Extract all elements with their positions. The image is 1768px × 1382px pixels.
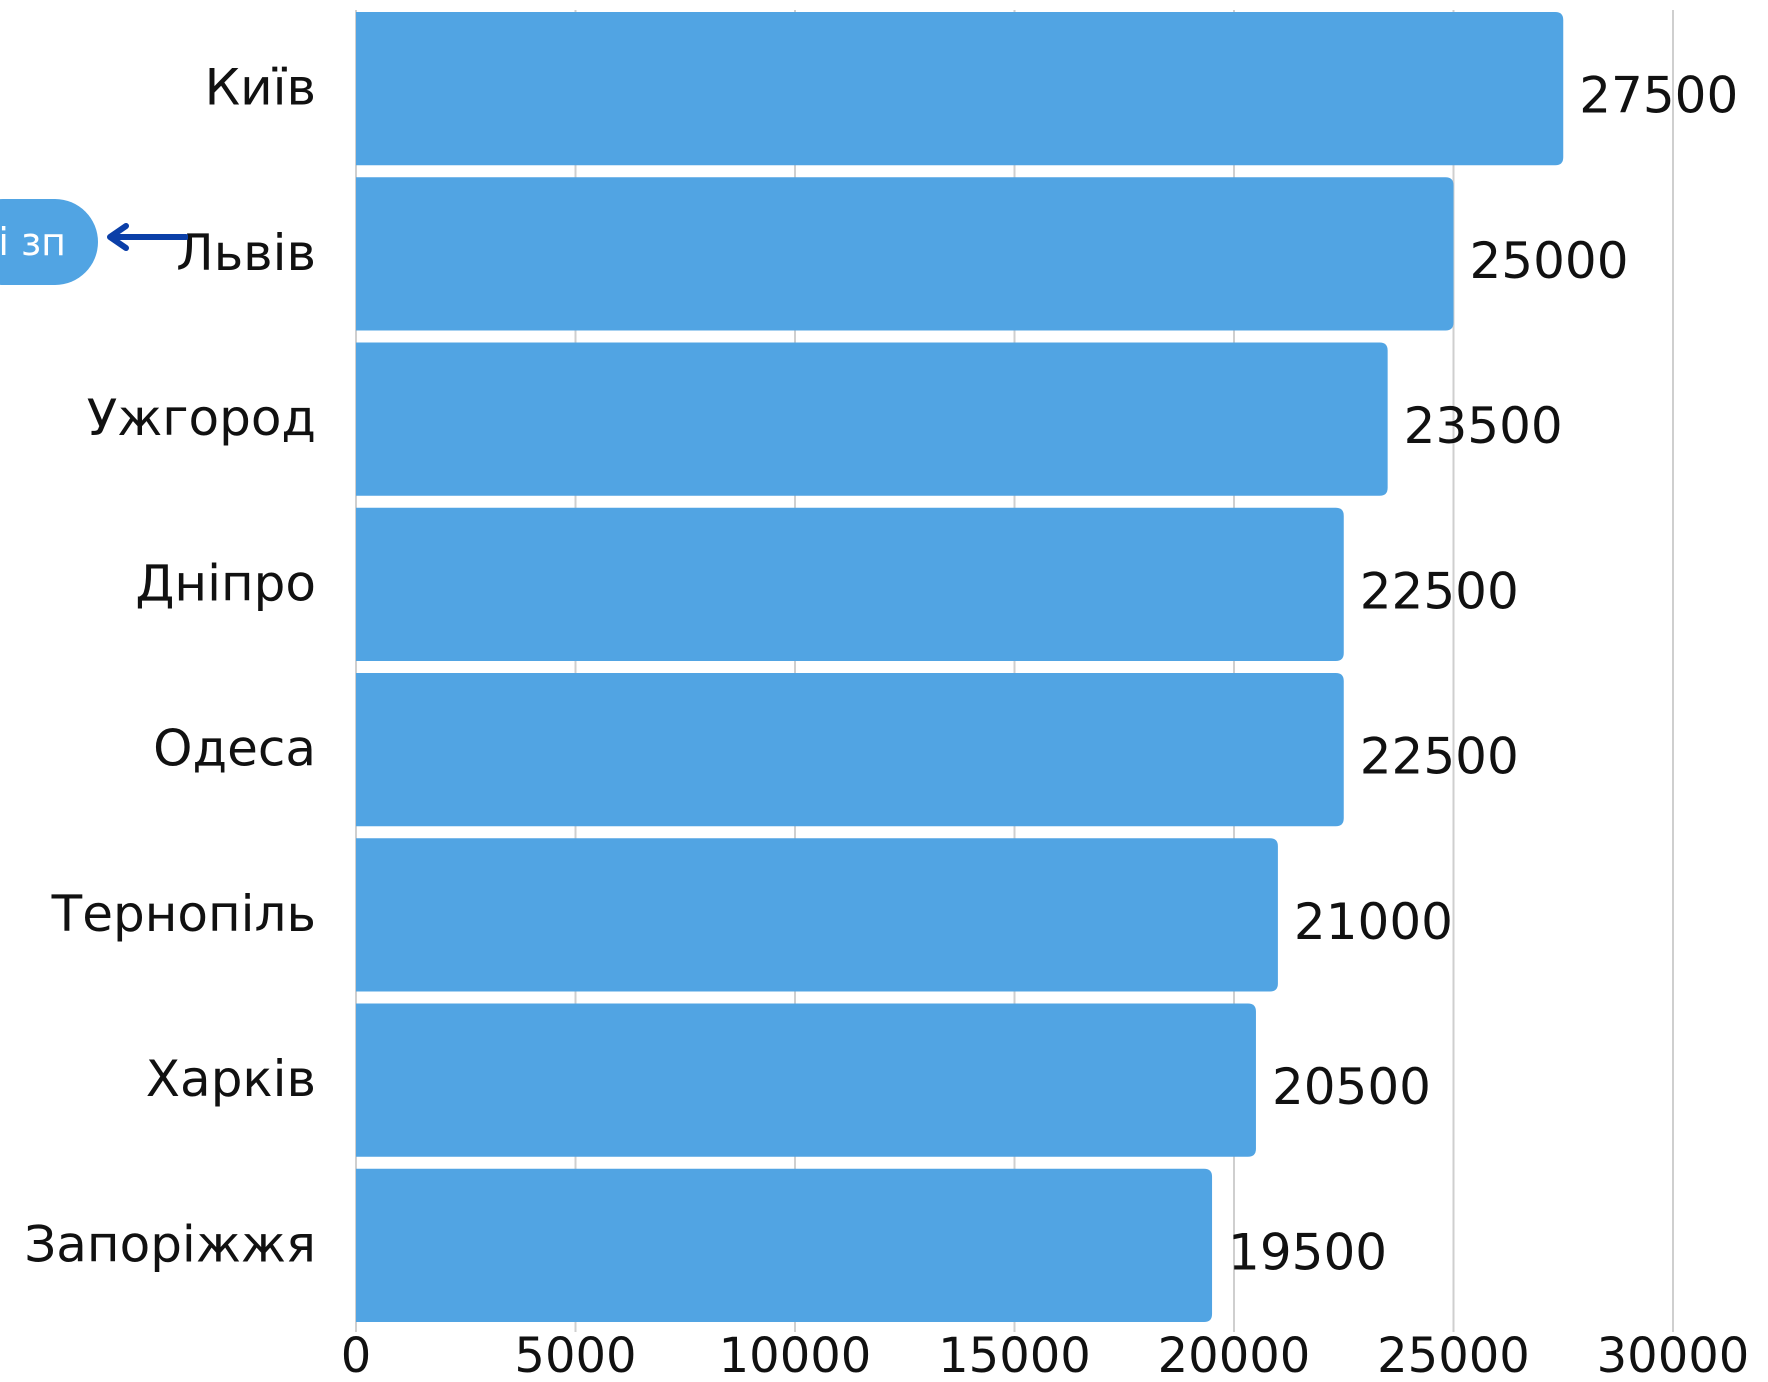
- x-tick-label: 25000: [1377, 1328, 1530, 1382]
- data-label: 25000: [1470, 232, 1629, 290]
- x-tick-label: 0: [341, 1328, 372, 1382]
- bar: [356, 1168, 1213, 1322]
- category-label: Запоріжжя: [24, 1215, 316, 1273]
- category-label: Одеса: [153, 720, 316, 778]
- callout-text: і зп: [0, 220, 66, 264]
- x-tick-label: 15000: [938, 1328, 1091, 1382]
- data-label: 21000: [1294, 893, 1453, 951]
- category-label: Харків: [146, 1050, 316, 1108]
- callout-badge: і зп: [0, 199, 98, 285]
- x-tick-label: 30000: [1597, 1328, 1750, 1382]
- x-tick-label: 20000: [1158, 1328, 1311, 1382]
- category-label: Київ: [205, 59, 316, 117]
- category-label: Дніпро: [135, 554, 316, 612]
- bar: [356, 673, 1344, 827]
- data-label: 22500: [1360, 562, 1519, 620]
- bar: [356, 507, 1344, 661]
- x-tick-label: 5000: [514, 1328, 636, 1382]
- category-label: Тернопіль: [51, 885, 316, 943]
- data-label: 20500: [1272, 1058, 1431, 1116]
- bar: [356, 12, 1564, 166]
- bar: [356, 838, 1278, 992]
- data-label: 27500: [1579, 67, 1738, 125]
- bar: [356, 1003, 1256, 1157]
- bar: [356, 177, 1454, 331]
- data-label: 23500: [1404, 397, 1563, 455]
- left-arrow-icon: [107, 223, 188, 251]
- category-label: Ужгород: [87, 389, 316, 447]
- x-tick-label: 10000: [719, 1328, 872, 1382]
- bar: [356, 342, 1388, 496]
- category-label: Львів: [176, 224, 316, 282]
- data-label: 22500: [1360, 728, 1519, 786]
- data-label: 19500: [1228, 1223, 1387, 1281]
